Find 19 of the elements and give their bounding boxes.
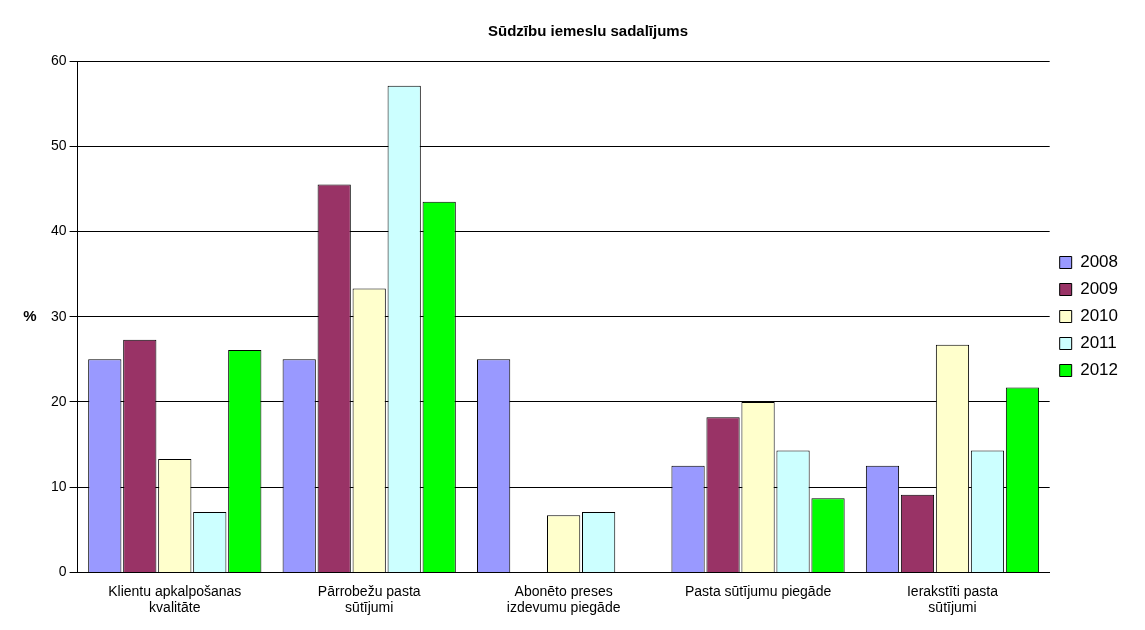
y-tick-label: 30: [50, 307, 67, 324]
x-tick-label: Klientu apkalpošanas kvalitāte: [108, 582, 242, 616]
x-tick-label: Abonēto preses izdevumu piegāde: [506, 582, 621, 616]
legend-label: 2008: [1080, 252, 1119, 272]
y-tick-label: 40: [50, 222, 67, 239]
x-tick-label: Pasta sūtījumu piegāde: [684, 582, 832, 599]
y-tick-label: 50: [50, 137, 67, 154]
legend-label: 2010: [1080, 306, 1119, 326]
x-tick-label: Pārrobežu pasta sūtījumi: [317, 582, 421, 616]
legend-label: 2012: [1080, 360, 1119, 380]
legend-label: 2011: [1080, 333, 1117, 353]
legend-label: 2009: [1080, 279, 1119, 299]
y-tick-label: 20: [50, 392, 67, 409]
x-tick-label: Ierakstīti pasta sūtījumi: [906, 582, 999, 616]
y-tick-label: 60: [50, 51, 67, 68]
chart-title: Sūdzību iemeslu sadalījums: [487, 22, 689, 40]
y-axis-title: %: [23, 306, 37, 324]
y-tick-label: 0: [58, 563, 67, 580]
y-tick-label: 10: [50, 478, 67, 495]
